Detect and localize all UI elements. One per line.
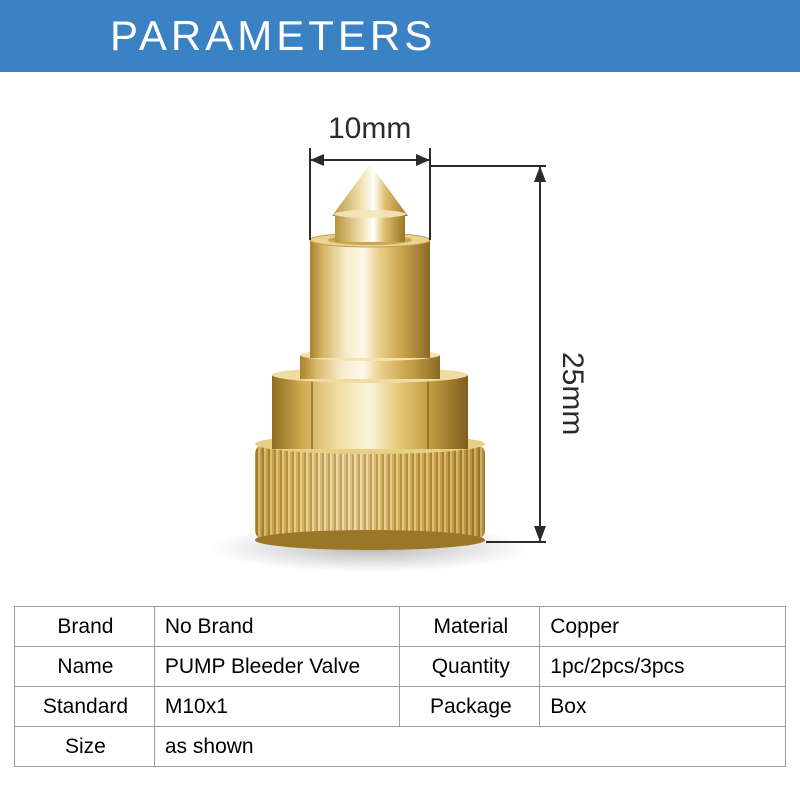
part-hex bbox=[272, 367, 468, 449]
spec-value: PUMP Bleeder Valve bbox=[154, 647, 400, 687]
spec-table: Brand No Brand Material Copper Name PUMP… bbox=[14, 606, 786, 767]
spec-value: 1pc/2pcs/3pcs bbox=[540, 647, 786, 687]
spec-label: Material bbox=[400, 607, 540, 647]
spec-value: Box bbox=[540, 687, 786, 727]
table-row: Name PUMP Bleeder Valve Quantity 1pc/2pc… bbox=[15, 647, 786, 687]
spec-label: Brand bbox=[15, 607, 155, 647]
spec-value: Copper bbox=[540, 607, 786, 647]
spec-label: Package bbox=[400, 687, 540, 727]
spec-label: Name bbox=[15, 647, 155, 687]
spec-label: Size bbox=[15, 727, 155, 767]
header-bar: PARAMETERS bbox=[0, 0, 800, 72]
spec-value: M10x1 bbox=[154, 687, 400, 727]
table-row: Size as shown bbox=[15, 727, 786, 767]
part-tip bbox=[328, 164, 412, 245]
spec-label: Standard bbox=[15, 687, 155, 727]
spec-value: as shown bbox=[154, 727, 785, 767]
table-row: Brand No Brand Material Copper bbox=[15, 607, 786, 647]
spec-label: Quantity bbox=[400, 647, 540, 687]
diagram-svg bbox=[0, 72, 800, 602]
page-title: PARAMETERS bbox=[110, 12, 436, 60]
spec-value: No Brand bbox=[154, 607, 400, 647]
part-thread bbox=[310, 233, 430, 358]
dimension-height-label: 25mm bbox=[555, 352, 589, 435]
part-knurled-base bbox=[255, 434, 485, 550]
table-row: Standard M10x1 Package Box bbox=[15, 687, 786, 727]
dimension-width-label: 10mm bbox=[328, 112, 411, 146]
product-diagram: 10mm 25mm bbox=[0, 72, 800, 602]
